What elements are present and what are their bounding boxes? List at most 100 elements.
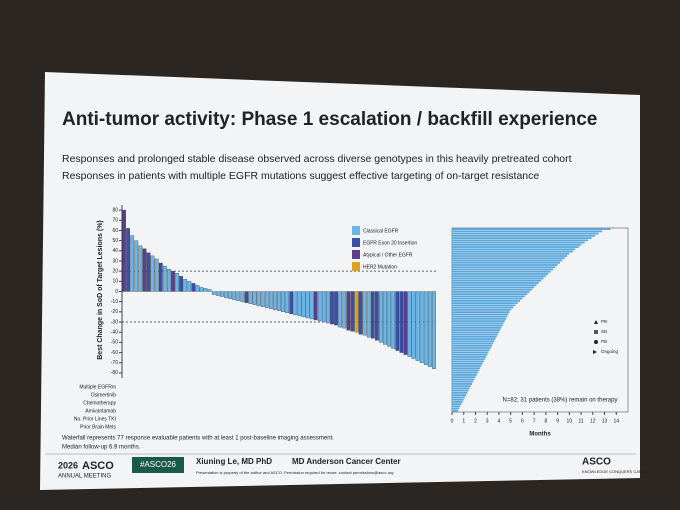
x-tick-label: 14	[613, 418, 619, 424]
row-label: Multiple EGFRm	[79, 384, 116, 390]
bar	[220, 291, 224, 297]
meeting-year: 2026	[58, 460, 78, 470]
institution: MD Anderson Cancer Center	[292, 457, 401, 466]
bar	[179, 276, 184, 292]
bar	[452, 351, 489, 354]
plot-frame	[451, 227, 629, 413]
bar	[452, 347, 491, 349]
legend-swatch	[352, 250, 360, 259]
bar	[289, 291, 294, 315]
bar	[432, 291, 436, 369]
legend-label: SD	[601, 329, 608, 334]
bar	[379, 291, 383, 343]
bar	[452, 374, 477, 376]
bar	[452, 409, 458, 412]
bar	[452, 349, 490, 352]
bar	[452, 257, 565, 260]
legend-symbol	[594, 320, 598, 324]
bar	[452, 306, 514, 309]
bar	[452, 313, 509, 316]
y-tick-label: 10	[112, 279, 118, 285]
bar	[391, 291, 396, 349]
bar	[281, 291, 285, 313]
x-tick-label: 13	[602, 418, 608, 424]
bar	[452, 264, 558, 266]
bar	[362, 291, 367, 336]
bar	[452, 317, 506, 320]
footnote: Median follow-up 6.9 months.	[62, 445, 141, 451]
bar	[195, 285, 200, 292]
bar	[452, 288, 532, 291]
bar	[427, 291, 432, 367]
bar	[452, 326, 502, 329]
bar	[358, 291, 363, 335]
annotation: N=82; 31 patients (38%) remain on therap…	[503, 398, 618, 404]
meeting: ASCO	[82, 460, 114, 472]
row-label: Chemotherapy	[83, 400, 116, 406]
bar	[452, 358, 485, 361]
legend-label: Atypical / Other EGFR	[363, 252, 413, 258]
legend-label: Classical EGFR	[363, 228, 399, 234]
legend-swatch	[352, 262, 360, 271]
bar	[175, 273, 179, 292]
bar	[452, 329, 501, 331]
y-tick-label: 80	[112, 207, 118, 213]
bar	[313, 291, 318, 321]
bar	[244, 291, 249, 303]
bar	[452, 270, 551, 273]
bar	[366, 291, 371, 338]
bar	[452, 335, 497, 338]
x-tick-label: 12	[590, 418, 596, 424]
row-label: Osimertinib	[91, 392, 117, 398]
x-tick-label: 1	[462, 418, 465, 424]
bar	[146, 252, 151, 292]
bar	[452, 297, 523, 300]
legend-label: Ongoing	[601, 349, 619, 354]
logo-sub: KNOWLEDGE CONQUERS CANCER	[582, 469, 650, 474]
bar	[395, 291, 400, 351]
y-tick-label: 40	[112, 248, 118, 254]
bar	[452, 228, 611, 230]
bar	[452, 241, 585, 244]
bar	[452, 293, 528, 296]
bar	[387, 291, 391, 347]
bar	[452, 232, 599, 235]
x-axis-label: Months	[529, 432, 551, 438]
presenter: Xiuning Le, MD PhD	[196, 457, 272, 466]
x-tick-label: 9	[556, 418, 559, 424]
y-axis-label: Best Change in SoD of Target Lesions (%)	[97, 220, 104, 360]
bar	[452, 331, 499, 334]
y-tick-label: 60	[112, 228, 118, 234]
bar	[452, 369, 479, 372]
bar	[452, 261, 560, 264]
bullet: Responses and prolonged stable disease o…	[62, 153, 572, 165]
y-tick-label: 20	[112, 268, 118, 274]
bar	[452, 237, 592, 239]
bar	[423, 291, 428, 365]
bar	[452, 234, 596, 237]
x-tick-label: 0	[451, 418, 454, 424]
bar	[452, 250, 573, 253]
bar	[342, 291, 347, 329]
bar	[452, 356, 487, 358]
bar	[183, 279, 188, 292]
bar	[317, 291, 322, 322]
bar	[452, 239, 589, 242]
bar	[150, 255, 155, 292]
bar	[452, 282, 539, 284]
bar	[374, 291, 379, 341]
legend-swatch	[352, 238, 360, 247]
bar	[411, 291, 416, 359]
bar	[415, 291, 420, 361]
bar	[293, 291, 298, 316]
bar	[126, 228, 130, 292]
x-tick-label: 6	[521, 418, 524, 424]
y-tick-label: -40	[111, 330, 118, 336]
bar	[232, 291, 237, 300]
bar	[452, 284, 537, 287]
bar	[236, 291, 241, 301]
bar	[452, 360, 484, 363]
bar	[383, 291, 387, 345]
x-tick-label: 8	[544, 418, 547, 424]
